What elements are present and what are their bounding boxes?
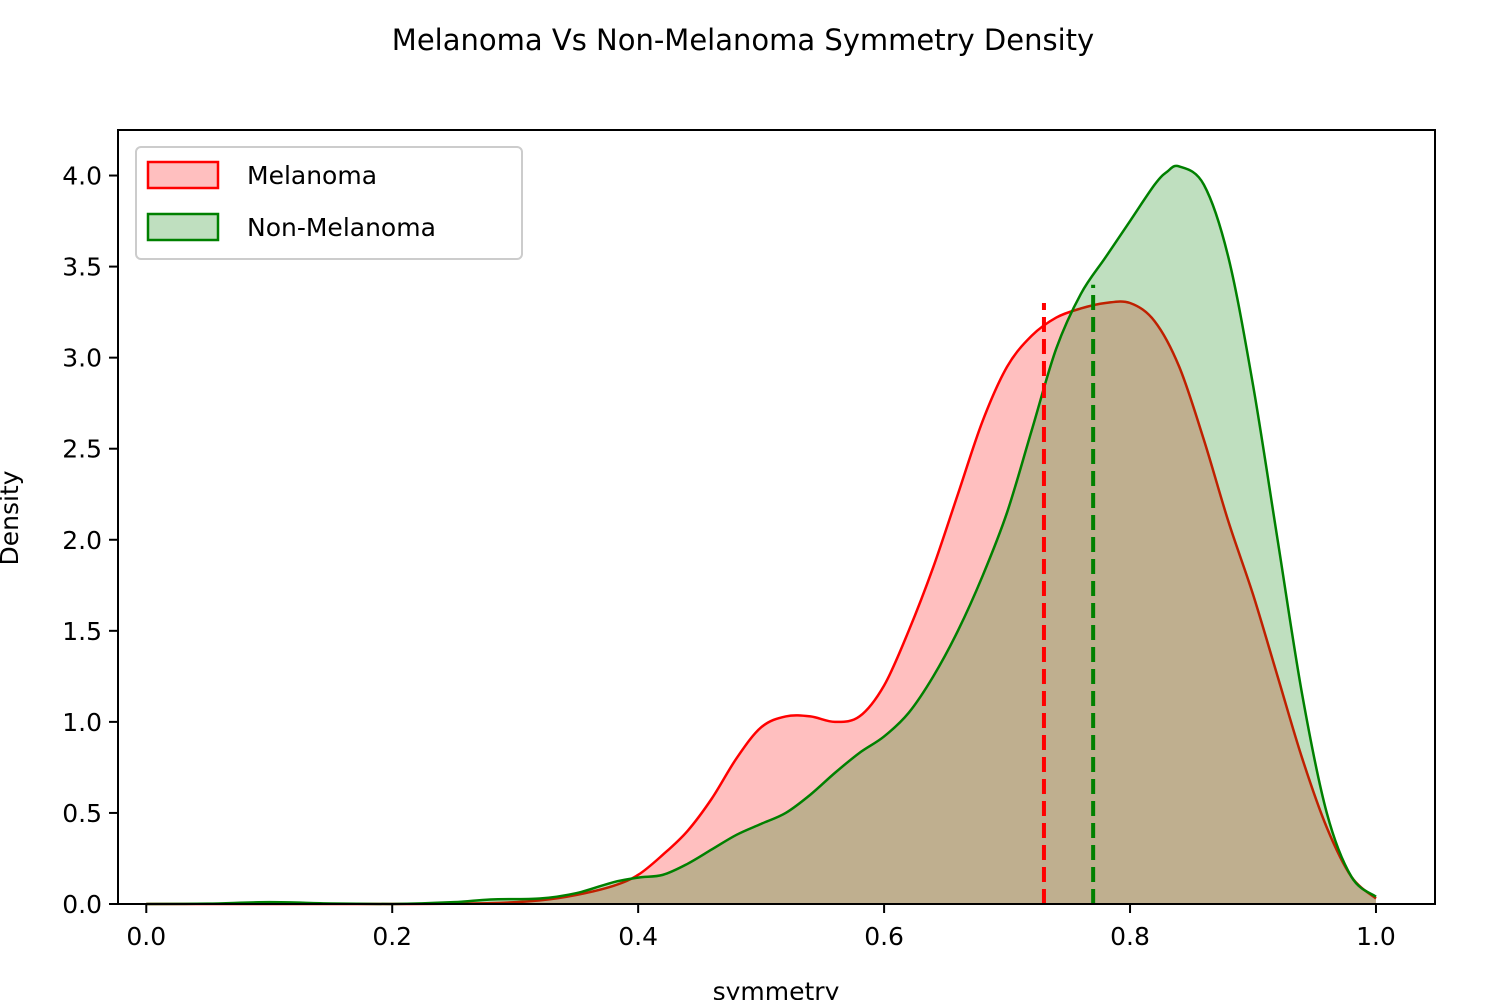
chart-title: Melanoma Vs Non-Melanoma Symmetry Densit… (392, 23, 1094, 57)
y-tick-label: 0.0 (62, 890, 102, 919)
plot-area (146, 164, 1377, 906)
plot-frame (117, 129, 1436, 905)
melanoma-density-line (146, 300, 1377, 906)
x-tick-label: 0.2 (372, 922, 412, 951)
melanoma-density-fill (146, 301, 1376, 904)
mean-lines (1041, 284, 1096, 904)
x-axis-ticks: 0.0 0.2 0.4 0.6 0.8 1.0 (126, 904, 1396, 951)
y-tick-label: 2.0 (62, 526, 102, 555)
legend-swatch-non-melanoma (146, 212, 220, 242)
legend: Melanoma Non-Melanoma (135, 146, 523, 260)
non-melanoma-density-fill (146, 165, 1376, 904)
legend-items: Melanoma Non-Melanoma (146, 160, 436, 242)
y-tick-label: 0.5 (62, 799, 102, 828)
x-tick-label: 0.8 (1110, 922, 1150, 951)
legend-label-non-melanoma: Non-Melanoma (247, 213, 436, 242)
legend-swatch-melanoma (146, 160, 220, 190)
y-tick-label: 1.5 (62, 617, 102, 646)
legend-frame (135, 146, 523, 260)
y-tick-label: 2.5 (62, 435, 102, 464)
x-tick-label: 0.0 (126, 922, 166, 951)
x-tick-label: 1.0 (1356, 922, 1396, 951)
non-melanoma-density-line (146, 164, 1377, 906)
density-areas (146, 164, 1377, 906)
y-tick-label: 1.0 (62, 708, 102, 737)
y-axis-label: Density (0, 470, 24, 565)
y-tick-label: 3.0 (62, 344, 102, 373)
y-tick-label: 4.0 (62, 162, 102, 191)
y-axis-ticks: 0.0 0.5 1.0 1.5 2.0 2.5 3.0 3.5 4.0 (62, 162, 118, 919)
x-tick-label: 0.4 (618, 922, 658, 951)
x-axis-label: symmetry (713, 977, 840, 1000)
x-tick-label: 0.6 (864, 922, 904, 951)
legend-label-melanoma: Melanoma (247, 161, 377, 190)
y-tick-label: 3.5 (62, 253, 102, 282)
